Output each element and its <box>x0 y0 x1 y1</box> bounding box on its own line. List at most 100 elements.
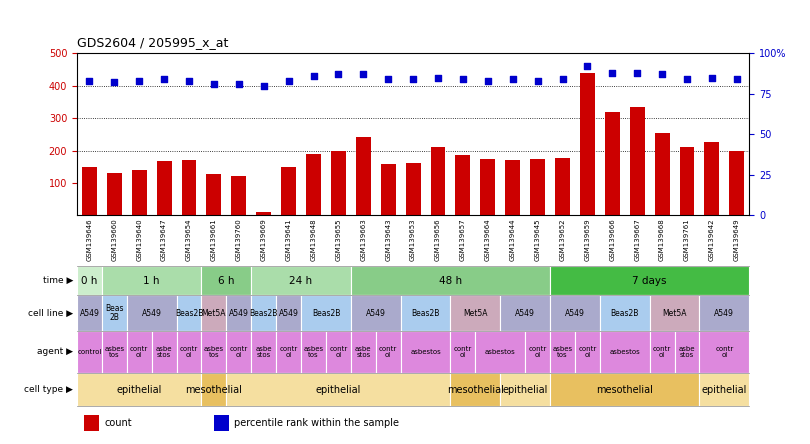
Text: time ▶: time ▶ <box>42 276 73 285</box>
Bar <box>256 212 271 215</box>
Text: asbestos: asbestos <box>485 349 516 355</box>
Text: mesothelial: mesothelial <box>447 385 504 395</box>
Bar <box>600 295 650 331</box>
Bar <box>214 415 229 431</box>
Text: mesothelial: mesothelial <box>185 385 242 395</box>
Text: A549: A549 <box>366 309 386 317</box>
Text: A549: A549 <box>279 309 299 317</box>
Text: epithelial: epithelial <box>701 385 747 395</box>
Point <box>232 80 245 87</box>
Point <box>108 79 121 86</box>
Text: 48 h: 48 h <box>439 276 462 286</box>
Text: Met5A: Met5A <box>463 309 488 317</box>
Bar <box>132 170 147 215</box>
Text: contr
ol: contr ol <box>180 346 198 357</box>
Point <box>258 82 271 89</box>
Text: contr
ol: contr ol <box>379 346 398 357</box>
Point <box>282 77 295 84</box>
Bar <box>301 331 326 373</box>
Text: asbe
stos: asbe stos <box>355 346 372 357</box>
Bar <box>550 266 749 295</box>
Bar <box>226 373 450 406</box>
Bar <box>77 266 102 295</box>
Bar <box>202 373 226 406</box>
Text: Met5A: Met5A <box>663 309 687 317</box>
Bar <box>376 331 401 373</box>
Point <box>432 74 445 81</box>
Text: epithelial: epithelial <box>502 385 548 395</box>
Point <box>83 77 96 84</box>
Bar <box>177 331 202 373</box>
Bar <box>77 331 102 373</box>
Bar <box>401 295 450 331</box>
Bar <box>102 331 126 373</box>
Bar <box>431 147 446 215</box>
Text: asbe
stos: asbe stos <box>255 346 272 357</box>
Bar <box>555 158 570 215</box>
Text: asbes
tos: asbes tos <box>204 346 224 357</box>
Point <box>158 75 171 83</box>
Bar <box>77 373 202 406</box>
Bar <box>276 295 301 331</box>
Point <box>531 77 544 84</box>
Bar <box>251 331 276 373</box>
Point <box>307 72 320 79</box>
Bar <box>156 161 172 215</box>
Point <box>207 80 220 87</box>
Text: A549: A549 <box>229 309 249 317</box>
Bar <box>351 266 550 295</box>
Point <box>606 69 619 76</box>
Bar <box>680 147 694 215</box>
Text: contr
ol: contr ol <box>330 346 347 357</box>
Bar <box>580 73 595 215</box>
Text: A549: A549 <box>142 309 161 317</box>
Point <box>731 75 744 83</box>
Text: contr
ol: contr ol <box>230 346 248 357</box>
Text: asbes
tos: asbes tos <box>304 346 323 357</box>
Bar <box>381 164 395 215</box>
Bar <box>450 373 501 406</box>
Bar <box>530 159 545 215</box>
Point <box>581 63 594 70</box>
Text: Beas
2B: Beas 2B <box>105 305 124 321</box>
Text: epithelial: epithelial <box>117 385 162 395</box>
Text: contr
ol: contr ol <box>454 346 472 357</box>
Text: agent ▶: agent ▶ <box>37 347 73 357</box>
Bar <box>251 266 351 295</box>
Text: contr
ol: contr ol <box>130 346 148 357</box>
Bar <box>550 331 575 373</box>
Bar <box>207 174 221 215</box>
Text: asbe
stos: asbe stos <box>156 346 173 357</box>
Point <box>182 77 195 84</box>
Bar <box>232 176 246 215</box>
Bar <box>475 331 525 373</box>
Bar <box>102 295 126 331</box>
Bar <box>301 295 351 331</box>
Text: Beas2B: Beas2B <box>411 309 440 317</box>
Bar <box>675 331 700 373</box>
Text: 7 days: 7 days <box>633 276 667 286</box>
Text: Beas2B: Beas2B <box>249 309 278 317</box>
Text: GDS2604 / 205995_x_at: GDS2604 / 205995_x_at <box>77 36 228 49</box>
Bar <box>126 295 177 331</box>
Bar <box>501 295 550 331</box>
Bar <box>351 331 376 373</box>
Text: Beas2B: Beas2B <box>312 309 340 317</box>
Bar <box>650 331 675 373</box>
Text: contr
ol: contr ol <box>715 346 734 357</box>
Bar <box>550 295 600 331</box>
Bar <box>202 266 251 295</box>
Text: cell line ▶: cell line ▶ <box>28 309 73 317</box>
Bar <box>406 163 420 215</box>
Text: contr
ol: contr ol <box>578 346 596 357</box>
Text: asbestos: asbestos <box>410 349 441 355</box>
Point <box>680 75 693 83</box>
Bar <box>226 331 251 373</box>
Bar <box>629 107 645 215</box>
Text: A549: A549 <box>79 309 100 317</box>
Point <box>655 71 668 78</box>
Bar <box>525 331 550 373</box>
Bar <box>401 331 450 373</box>
Bar <box>181 160 197 215</box>
Point <box>357 71 370 78</box>
